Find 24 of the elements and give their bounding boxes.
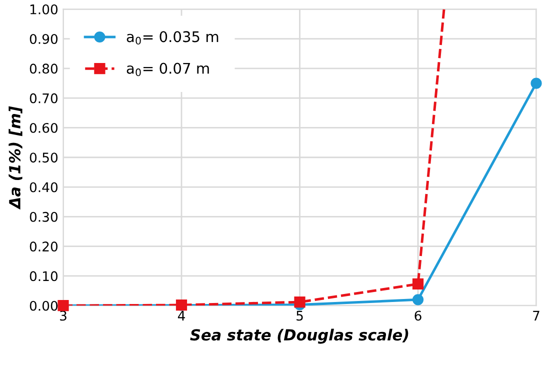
point	[294, 296, 306, 308]
y-tick-label: 1.00	[30, 4, 58, 14]
y-tick-label: 0.00	[30, 300, 58, 311]
x-axis-title: Sea state (Douglas scale)	[190, 328, 408, 344]
point	[412, 278, 424, 290]
y-tick-label: 0.50	[30, 152, 58, 163]
y-axis-title: Δa (1%) [m]	[8, 106, 22, 210]
y-tick-label: 0.60	[30, 122, 58, 133]
y-tick-label: 0.10	[30, 271, 58, 282]
x-tick-label: 5	[296, 310, 303, 321]
y-tick-label: 0.70	[30, 93, 58, 104]
point	[530, 78, 542, 89]
x-tick-label: 7	[533, 310, 540, 320]
x-tick-label: 3	[60, 310, 66, 321]
x-tick-label: 4	[178, 310, 185, 320]
y-tick-label: 0.90	[30, 34, 58, 44]
y-tick-label: 0.80	[30, 64, 58, 74]
point	[412, 294, 424, 306]
x-tick-label: 6	[414, 310, 422, 321]
y-tick-label: 0.30	[30, 212, 58, 222]
y-tick-label: 0.20	[30, 242, 58, 252]
legend-label: a$_{0}$= 0.07 m	[126, 62, 209, 76]
legend-label: a$_{0}$= 0.035 m	[126, 31, 218, 45]
y-tick-label: 0.40	[30, 182, 58, 192]
